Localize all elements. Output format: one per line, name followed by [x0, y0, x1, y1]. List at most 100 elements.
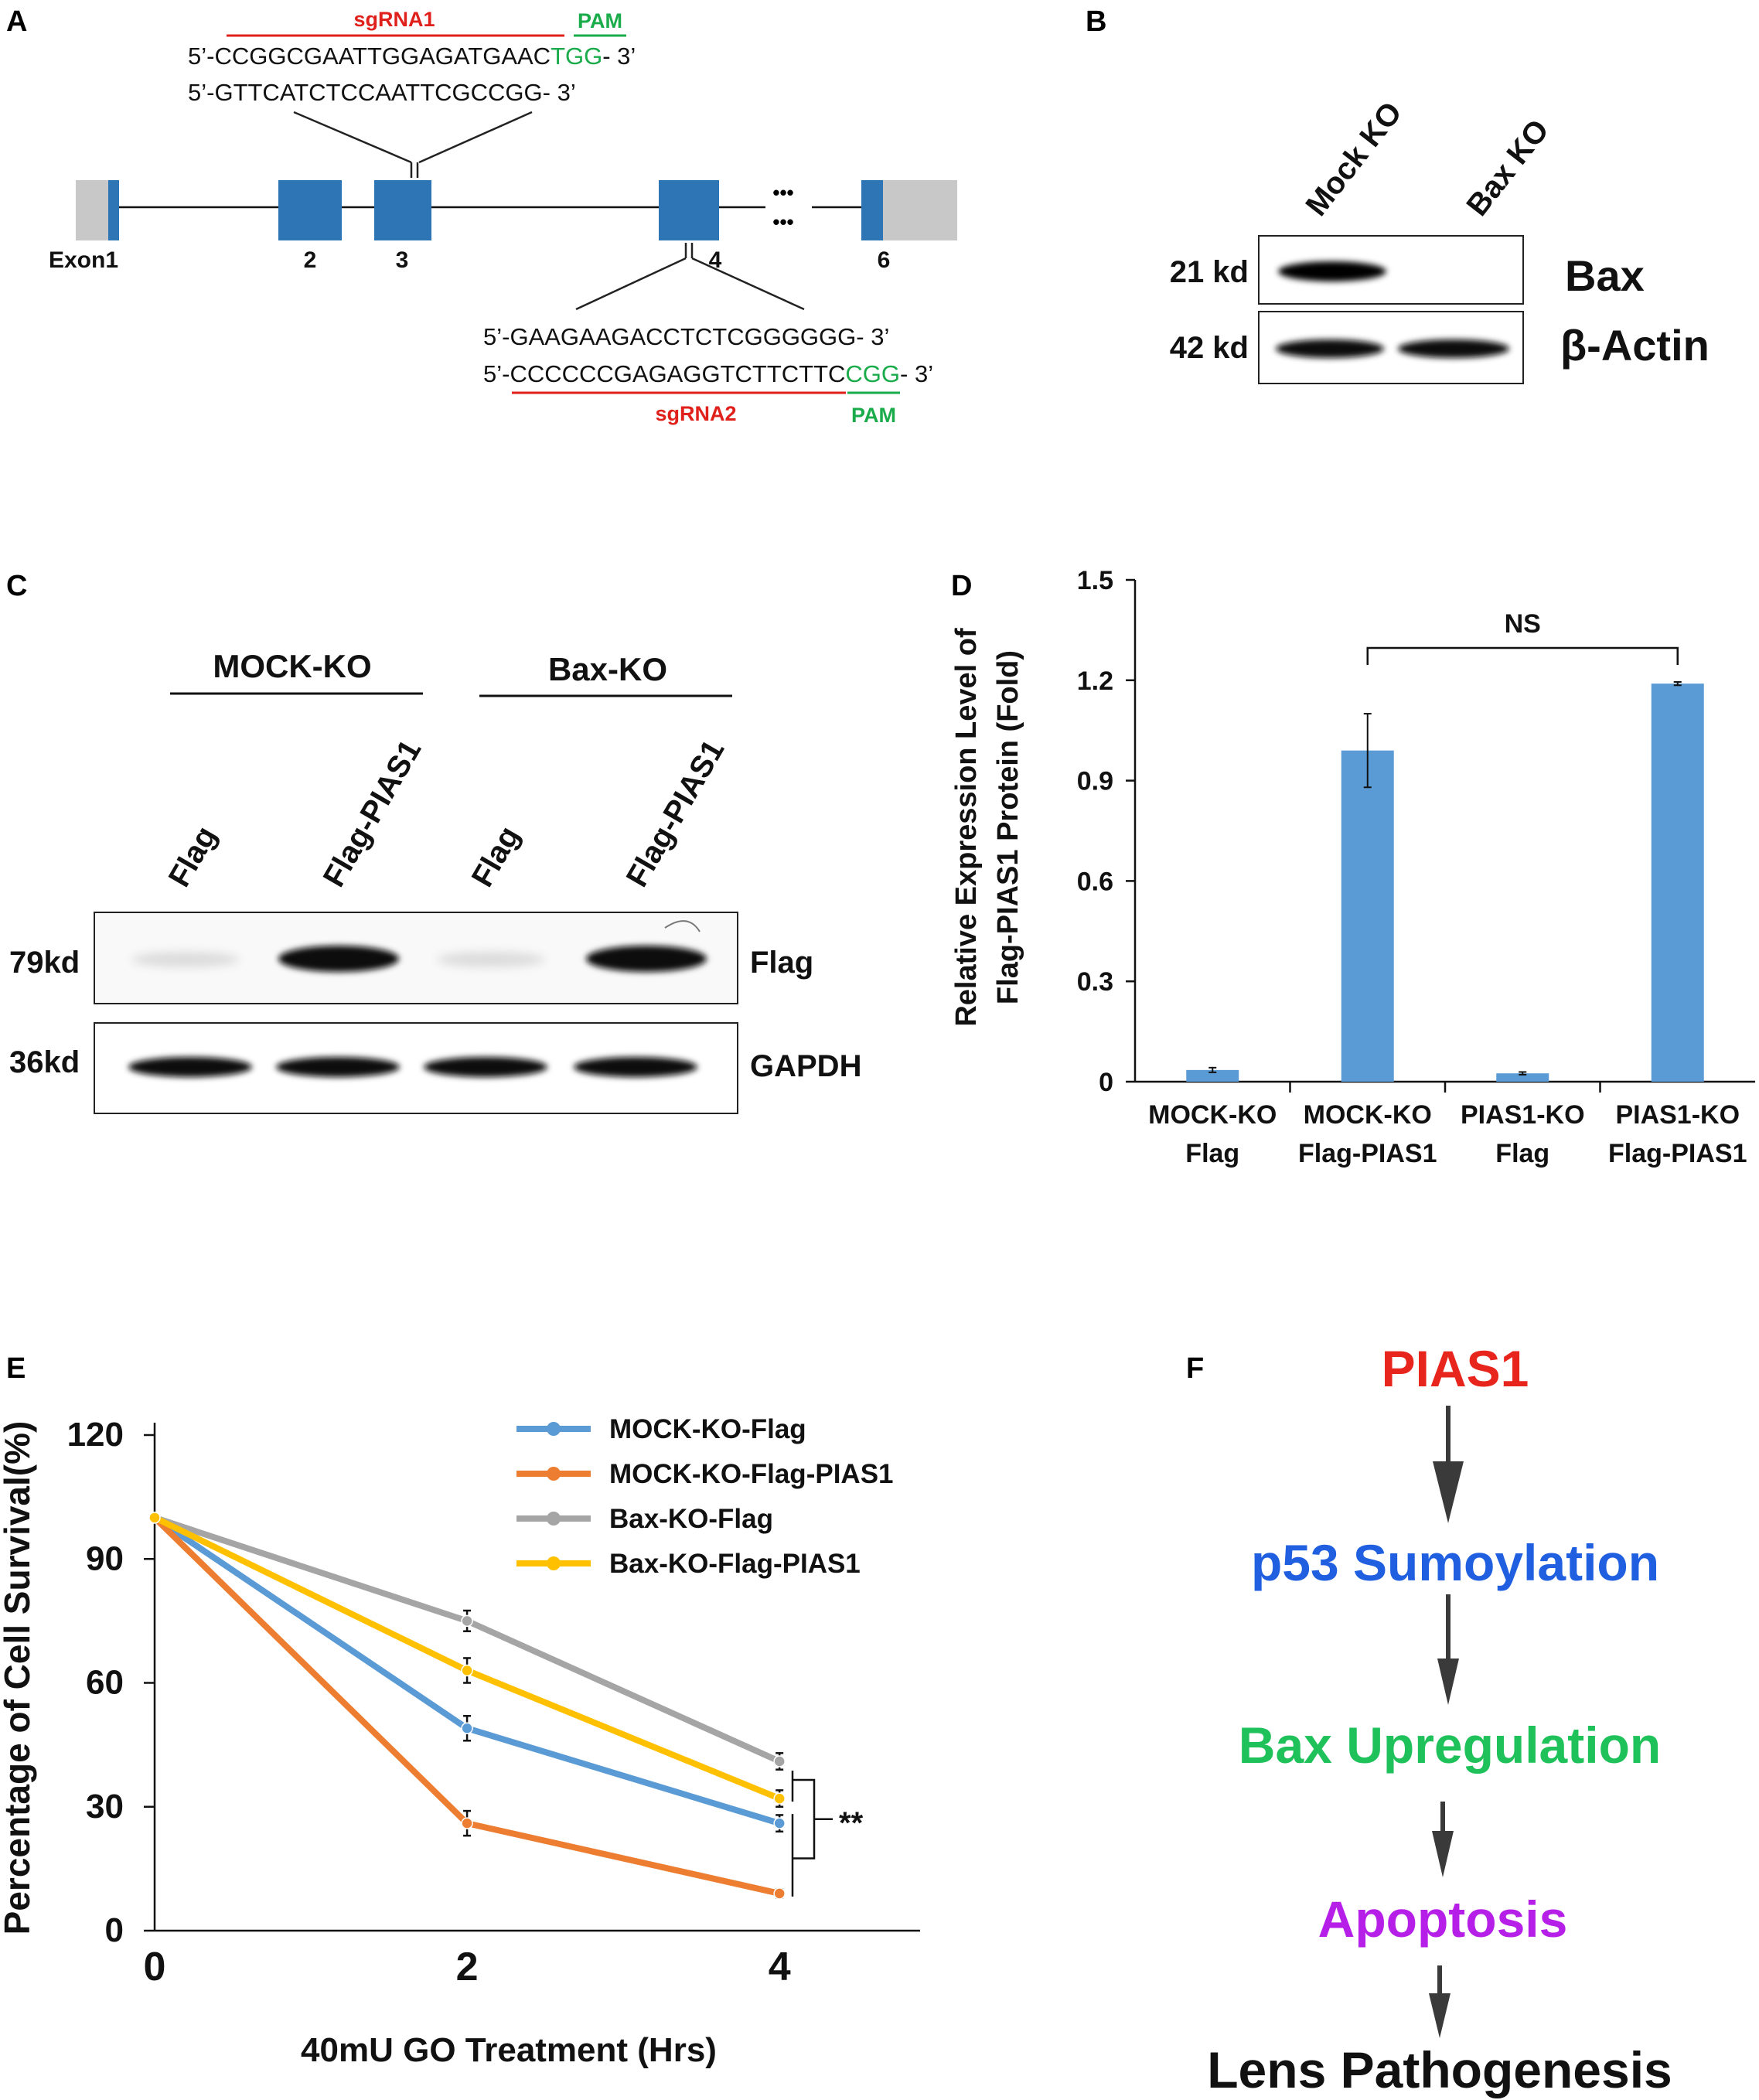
e-legend-label: Bax-KO-Flag-PIAS1 [609, 1549, 861, 1579]
exon-3 [374, 180, 431, 240]
protein-label-gapdh: GAPDH [750, 1049, 861, 1083]
e-x-tick-label: 2 [456, 1945, 479, 1989]
callout-line-right-2 [691, 257, 805, 311]
group-label-mock-ko: MOCK-KO [213, 648, 371, 684]
e-legend-marker [547, 1512, 561, 1526]
d-bar [1651, 684, 1704, 1082]
d-significance-bracket [1366, 646, 1679, 665]
flow-step-p53: p53 Sumoylation [1251, 1534, 1659, 1591]
lane-label-c-3: Flag [465, 820, 527, 892]
d-y-tick-label: 1.5 [1077, 566, 1113, 595]
d-category-label: MOCK-KO [1304, 1100, 1432, 1130]
flow-step-bax: Bax Upregulation [1239, 1716, 1661, 1774]
band-gapdh-4 [574, 1057, 697, 1077]
d-y-tick-label: 0 [1099, 1068, 1113, 1097]
d-category-label: Flag [1185, 1139, 1239, 1168]
callout-line-left-1 [293, 111, 412, 164]
band-flag-1-faint [131, 952, 240, 967]
e-legend-label: MOCK-KO-Flag-PIAS1 [609, 1459, 894, 1489]
d-y-axis-title: Flag-PIAS1 Protein (Fold) [992, 650, 1024, 1004]
panel-label-a: A [6, 5, 27, 38]
panel-b: B Mock KO Bax KO 21 kd 42 kd Bax β-Actin [1086, 5, 1710, 384]
flow-step-lens: Lens Pathogenesis [1207, 2041, 1672, 2098]
e-data-point [461, 1722, 473, 1735]
sgrna1-label: sgRNA1 [353, 8, 435, 31]
exon1-utr [76, 180, 108, 240]
exon-label-2: 2 [304, 247, 317, 273]
size-label-42kd: 42 kd [1170, 331, 1249, 365]
d-y-tick-label: 0.9 [1077, 767, 1113, 796]
sgrna2-sequence-bottom: 5’-CCCCCCGAGAGGTCTTCTTCCGG- 3’ [483, 360, 933, 387]
group-label-bax-ko: Bax-KO [548, 651, 667, 687]
seq1-top-end: - 3’ [602, 43, 636, 70]
flow-arrow-4-head [1429, 1993, 1450, 2038]
d-bar [1341, 750, 1394, 1082]
d-y-tick-label: 1.2 [1077, 666, 1113, 696]
e-data-point [461, 1664, 473, 1677]
sgrna1-sequence-top: 5’-CCGGCGAATTGGAGATGAACTGG- 3’ [188, 43, 636, 70]
flow-arrow-1-head [1433, 1461, 1464, 1523]
sgrna2-sequence-top: 5’-GAAGAAGACCTCTCGGGGGG- 3’ [483, 323, 889, 350]
protein-label-flag: Flag [750, 946, 813, 980]
exon-label-6: 6 [878, 247, 891, 273]
size-label-79kd: 79kd [9, 946, 80, 980]
d-significance-label: NS [1505, 609, 1541, 639]
panel-f: F PIAS1 p53 Sumoylation Bax Upregulation… [1186, 1340, 1672, 2098]
band-gapdh-2 [276, 1057, 400, 1077]
pam2-label: PAM [851, 404, 896, 427]
e-data-point [773, 1792, 786, 1805]
d-bar [1496, 1073, 1549, 1082]
band-flag-3-faint [437, 952, 545, 967]
exon-6-coding [861, 180, 883, 240]
e-x-tick-label: 0 [144, 1945, 166, 1989]
size-label-21kd: 21 kd [1170, 255, 1249, 289]
e-x-tick-label: 4 [769, 1945, 791, 1989]
exon-label-3: 3 [396, 247, 409, 273]
seq2-bottom-pam: CGG [845, 360, 900, 387]
e-legend-label: MOCK-KO-Flag [609, 1414, 806, 1444]
seq2-bottom-main: 5’-CCCCCCGAGAGGTCTTCTTC [483, 360, 845, 387]
panel-label-c: C [6, 570, 27, 602]
panel-c: C MOCK-KO Bax-KO Flag Flag-PIAS1 Flag Fl… [6, 570, 861, 1114]
panel-a: A sgRNA1 PAM 5’-CCGGCGAATTGGAGATGAACTGG-… [6, 5, 957, 427]
d-category-label: Flag [1495, 1139, 1549, 1168]
e-data-point [773, 1887, 786, 1900]
e-data-point [773, 1755, 786, 1768]
band-actin-mock [1276, 339, 1384, 358]
e-y-tick-label: 0 [105, 1911, 124, 1949]
size-label-36kd: 36kd [9, 1045, 80, 1079]
exon1-coding [108, 180, 119, 240]
e-data-point [461, 1817, 473, 1829]
seq1-top-main: 5’-CCGGCGAATTGGAGATGAAC [188, 43, 551, 70]
flow-arrow-3-head [1432, 1831, 1454, 1877]
e-legend-marker [547, 1422, 561, 1436]
exon-6-utr [883, 180, 957, 240]
exon-2 [278, 180, 342, 240]
exon-4 [659, 180, 719, 240]
e-sig-bracket-join [793, 1778, 816, 1860]
d-y-tick-label: 0.3 [1077, 967, 1113, 997]
e-legend-marker [547, 1467, 561, 1481]
d-y-tick-label: 0.6 [1077, 867, 1113, 896]
pam1-label: PAM [578, 9, 622, 32]
panel-label-f: F [1186, 1352, 1204, 1385]
lane-label-c-2: Flag-PIAS1 [317, 735, 428, 893]
chart-d: 0 0.3 0.6 0.9 1.2 1.5 MOCK-KO Flag MOCK-KO Flag-P… [950, 566, 1755, 1168]
d-category-label: PIAS1-KO [1615, 1100, 1740, 1130]
flow-arrow-2-head [1437, 1659, 1459, 1705]
e-y-tick-label: 60 [86, 1664, 124, 1702]
panel-d: D 0 0.3 0.6 0.9 1.2 1.5 MOCK-KO Flag MOCK-KO Flag… [950, 566, 1755, 1168]
band-flag-4 [586, 946, 707, 972]
ellipsis-top: ••• [772, 181, 793, 204]
panel-label-e: E [6, 1352, 26, 1385]
gap-mask [719, 201, 861, 213]
ellipsis-bottom: ••• [772, 210, 793, 234]
callout-line-left-2 [575, 257, 687, 311]
lane-label-mock-ko: Mock KO [1299, 96, 1408, 223]
e-y-tick-label: 30 [86, 1788, 124, 1826]
band-flag-2 [278, 946, 399, 972]
blot-artifact [664, 920, 701, 932]
sgrna2-label: sgRNA2 [655, 402, 736, 425]
chart-e: 0 30 60 90 120 0 2 4 40mU GO Treatment (Hrs) Perc… [0, 1414, 920, 2069]
